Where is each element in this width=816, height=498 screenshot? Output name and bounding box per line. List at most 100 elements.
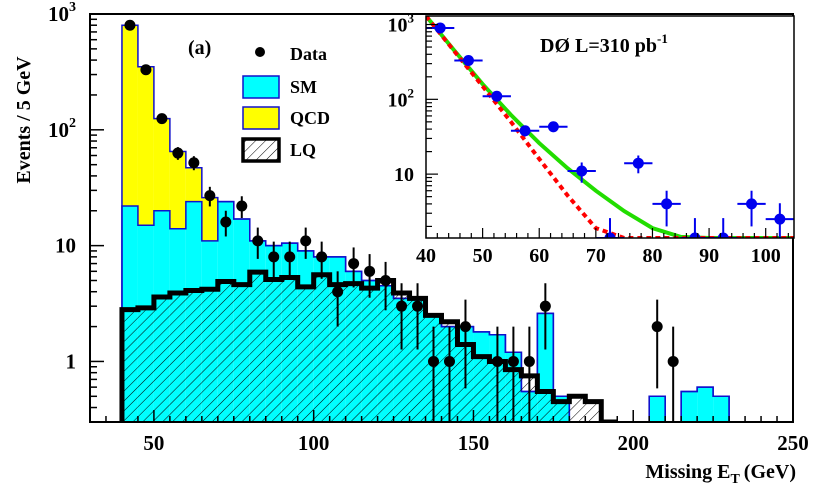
legend-label-lq: LQ (290, 140, 316, 160)
data-point (124, 19, 136, 31)
inset-data-point (434, 22, 446, 34)
lq-bar (473, 356, 490, 422)
data-point (667, 355, 679, 367)
legend-data-marker (255, 47, 265, 57)
data-point (316, 251, 328, 263)
lq-bar (249, 272, 266, 422)
inset-x-tick-label: 50 (473, 245, 493, 267)
inset-y-axis: 103 102 10 (388, 11, 438, 228)
data-point (284, 251, 296, 263)
lq-bar (313, 274, 330, 422)
data-point (539, 300, 551, 312)
data-point (412, 300, 424, 312)
data-point (523, 355, 535, 367)
qcd-bar (137, 66, 154, 226)
lq-bar (137, 307, 154, 422)
legend-qcd-swatch (242, 106, 280, 130)
lq-outline (119, 269, 618, 422)
data-point (252, 235, 264, 247)
inset-title: DØ L=310 pb-1 (540, 31, 668, 57)
y-tick-label: 10 (55, 234, 76, 258)
qcd-bar (185, 167, 202, 202)
lq-bar (217, 281, 234, 422)
data-point (507, 355, 519, 367)
main-x-axis: 50 100 150 200 250 (89, 410, 809, 455)
data-point (380, 274, 392, 286)
x-axis-label: Missing ET (GeV) (645, 461, 796, 487)
lq-bar (569, 396, 586, 422)
inset-data-point (547, 121, 559, 133)
legend-label-qcd: QCD (290, 108, 330, 128)
inset-x-tick-label: 90 (699, 245, 719, 267)
qcd-bar (153, 118, 170, 211)
lq-histogram (119, 269, 618, 422)
data-point (300, 235, 312, 247)
y-tick-label: 103 (48, 0, 76, 26)
data-point (396, 300, 408, 312)
lq-bar (185, 290, 202, 422)
inset-data-point (632, 157, 644, 169)
x-tick-label: 100 (298, 431, 330, 455)
inset-data-point (661, 198, 673, 210)
sm-bar (681, 391, 698, 422)
inset-data-point (519, 125, 531, 137)
legend-lq-swatch (241, 137, 281, 163)
inset-data-point (491, 90, 503, 102)
inset-x-tick-label: 70 (586, 245, 606, 267)
lq-bar (201, 289, 218, 422)
panel-label: (a) (188, 37, 211, 59)
lq-bar (553, 401, 570, 422)
data-point (268, 251, 280, 263)
sm-bar (697, 387, 714, 422)
inset-x-tick-label: 60 (529, 245, 549, 267)
inset-data-points (426, 22, 794, 238)
legend-label-data: Data (290, 44, 327, 64)
legend-sm-swatch (242, 75, 280, 99)
y-axis-label: Events / 5 GeV (13, 56, 35, 184)
data-point (156, 113, 168, 125)
data-points (124, 19, 679, 422)
legend: Data SM QCD LQ (241, 44, 330, 163)
data-point (348, 258, 360, 270)
qcd-bar (169, 151, 186, 229)
inset-data-point (774, 213, 786, 225)
inset-data-point (576, 165, 588, 177)
inset-data-point (746, 198, 758, 210)
inset-y-tick-label: 10 (394, 164, 414, 186)
lq-bar (329, 284, 346, 422)
data-point (428, 355, 440, 367)
sm-bar (649, 396, 666, 422)
inset-x-axis: 40 50 60 70 80 90 100 (416, 228, 789, 267)
inset-y-tick-label: 102 (388, 85, 415, 111)
data-point (443, 355, 455, 367)
inset-frame (425, 15, 795, 239)
qcd-bar (201, 197, 218, 241)
y-tick-label: 102 (48, 116, 76, 142)
data-point (459, 321, 471, 333)
data-point (651, 321, 663, 333)
x-tick-label: 200 (617, 431, 649, 455)
lq-bar (169, 292, 186, 422)
lq-bar (409, 298, 426, 422)
lq-bar (345, 283, 362, 422)
data-point (188, 157, 200, 169)
lq-bar (537, 391, 554, 422)
legend-item-qcd: QCD (242, 106, 330, 130)
data-point (236, 200, 248, 212)
lq-bar (393, 292, 410, 422)
inset-plot: 40 50 60 70 80 90 100 103 102 10 DØ L=310 pb-1 (388, 11, 795, 267)
inset-y-tick-label: 103 (388, 11, 415, 37)
legend-item-data: Data (255, 44, 327, 64)
lq-bar (377, 280, 394, 422)
lq-bar (265, 279, 282, 422)
lq-bar (585, 401, 602, 422)
data-point (140, 64, 152, 76)
lq-bar (153, 297, 170, 422)
lq-bar (361, 288, 378, 422)
inset-x-tick-label: 80 (642, 245, 662, 267)
inset-fit-curves (426, 16, 794, 238)
data-point (172, 147, 184, 159)
